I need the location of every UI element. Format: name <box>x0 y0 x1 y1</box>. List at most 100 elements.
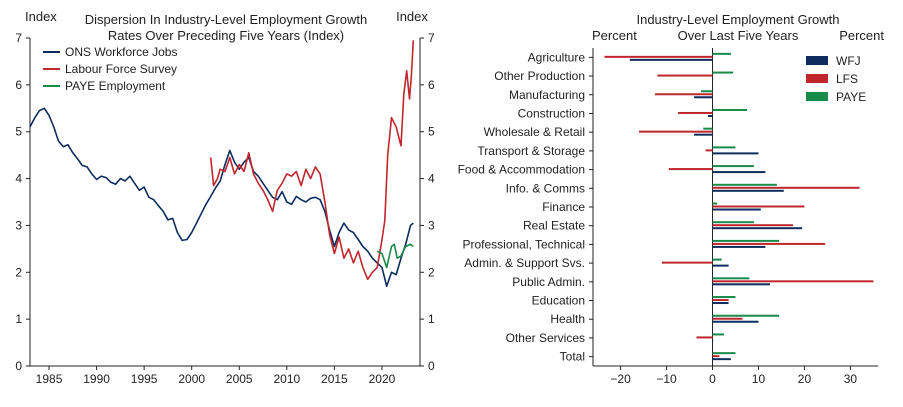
bar-lfs <box>678 111 713 114</box>
category-label: Food & Accommodation <box>458 163 585 177</box>
right-y-axis-label: Index <box>396 9 428 24</box>
category-label: Public Admin. <box>512 275 585 289</box>
bar-paye <box>712 239 780 242</box>
y-tick-label: 4 <box>15 172 22 186</box>
bar-lfs <box>712 299 729 302</box>
x-tick-label: 2000 <box>178 372 205 386</box>
legend-swatch <box>806 92 828 101</box>
bar-lfs <box>604 55 713 58</box>
bar-lfs <box>705 149 713 152</box>
bar-wfj <box>712 264 729 267</box>
category-label: Health <box>550 312 585 326</box>
bar-lfs <box>712 205 805 208</box>
x-tick-label: 0 <box>709 372 716 386</box>
y-tick-label-right: 1 <box>428 312 435 326</box>
x-tick-label: 1995 <box>131 372 158 386</box>
y-tick-label-right: 7 <box>428 31 435 45</box>
bar-paye <box>712 71 734 74</box>
right-chart-panel: Industry-Level Employment Growth Over La… <box>458 12 885 386</box>
y-tick-label-right: 0 <box>428 359 435 373</box>
bar-lfs <box>712 186 860 189</box>
bar-lfs <box>657 74 713 77</box>
bar-wfj <box>712 245 766 248</box>
y-tick-label-right: 5 <box>428 125 435 139</box>
y-tick-label: 1 <box>15 312 22 326</box>
bar-wfj <box>712 171 766 174</box>
right-chart-title-line2: Over Last Five Years <box>678 28 799 43</box>
bar-wfj <box>712 358 731 361</box>
bar-paye <box>712 108 747 111</box>
x-tick-label: −20 <box>610 372 631 386</box>
series-line-paye-employment <box>376 243 414 269</box>
bar-lfs <box>712 280 874 283</box>
bar-wfj <box>694 133 713 136</box>
left-y-axis-label: Index <box>25 9 57 24</box>
legend-label: WFJ <box>836 54 861 68</box>
bar-lfs <box>712 242 826 245</box>
right-tick-labels: −20 −10 0 10 20 30 <box>610 372 857 386</box>
x-tick-label: 2010 <box>273 372 300 386</box>
category-label: Wholesale & Retail <box>484 125 585 139</box>
bar-wfj <box>629 58 713 61</box>
bar-wfj <box>712 208 761 211</box>
legend-label: Labour Force Survey <box>65 62 177 76</box>
bar-lfs <box>661 261 713 264</box>
bar-paye <box>712 333 725 336</box>
category-label: Manufacturing <box>509 88 585 102</box>
legend-label: ONS Workforce Jobs <box>65 45 177 59</box>
x-tick-label: 10 <box>752 372 766 386</box>
left-legend: ONS Workforce Jobs Labour Force Survey PAY… <box>43 45 177 93</box>
y-tick-label: 5 <box>15 125 22 139</box>
left-chart-title: Dispersion In Industry-Level Employment … <box>85 12 368 27</box>
bar-wfj <box>712 189 784 192</box>
bar-paye <box>703 127 713 130</box>
legend-label: PAYE Employment <box>65 79 166 93</box>
y-tick-label-right: 4 <box>428 172 435 186</box>
category-label: Finance <box>542 200 585 214</box>
category-label: Education <box>532 294 585 308</box>
x-tick-label: 20 <box>798 372 812 386</box>
category-labels: Agriculture Other Production Manufacturing… <box>458 50 586 363</box>
x-tick-label: 2020 <box>369 372 396 386</box>
category-label: Other Production <box>494 69 585 83</box>
left-chart-panel: Index Index Dispersion In Industry-Level… <box>15 9 435 386</box>
y-tick-label-right: 6 <box>428 78 435 92</box>
category-label: Total <box>560 350 585 364</box>
legend-swatch <box>806 74 828 83</box>
bar-lfs <box>696 336 713 339</box>
bar-wfj <box>712 152 759 155</box>
bar-wfj <box>712 283 770 286</box>
bar-paye <box>712 258 722 261</box>
left-tick-labels: 0 0 1 1 2 2 3 3 4 4 5 5 6 6 7 7 1985 1990 1995 2000 2005 2010… <box>15 31 435 386</box>
left-series-lines <box>29 40 415 288</box>
y-tick-label: 2 <box>15 265 22 279</box>
bar-lfs <box>712 355 720 358</box>
bar-wfj <box>712 77 714 80</box>
right-x-label-left: Percent <box>592 28 637 43</box>
bar-paye <box>712 52 731 55</box>
right-x-label-right: Percent <box>839 28 884 43</box>
right-chart-title: Industry-Level Employment Growth <box>636 12 839 27</box>
bar-marks <box>604 52 874 361</box>
bar-paye <box>712 314 780 317</box>
category-label: Construction <box>518 106 585 120</box>
bar-paye <box>712 221 754 224</box>
bar-lfs <box>668 168 713 171</box>
bar-paye <box>712 183 777 186</box>
x-tick-label: −10 <box>656 372 677 386</box>
bar-wfj <box>712 320 759 323</box>
category-label: Other Services <box>506 331 585 345</box>
left-chart-subtitle: Rates Over Preceding Five Years (Index) <box>108 28 344 43</box>
bar-lfs <box>712 224 793 227</box>
bar-paye <box>712 277 750 280</box>
y-tick-label: 3 <box>15 218 22 232</box>
legend-label: PAYE <box>836 90 866 104</box>
bar-wfj <box>707 114 713 117</box>
x-tick-label: 2015 <box>321 372 348 386</box>
bar-wfj <box>712 227 803 230</box>
y-tick-label: 0 <box>15 359 22 373</box>
series-line-ons-workforce-jobs <box>29 107 414 288</box>
bar-paye <box>712 352 736 355</box>
bar-paye <box>712 296 736 299</box>
